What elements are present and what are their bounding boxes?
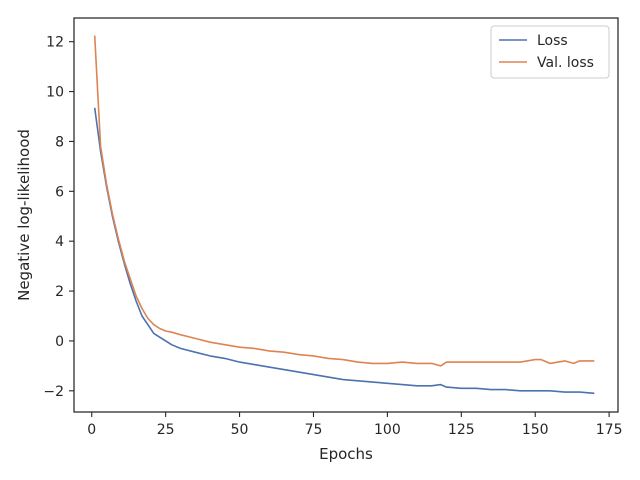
series-line-val-loss bbox=[93, 35, 595, 367]
x-tick-label: 175 bbox=[596, 422, 623, 438]
y-tick-label: 4 bbox=[55, 234, 64, 250]
x-tick-label: 100 bbox=[374, 422, 401, 438]
series-line-loss bbox=[93, 107, 595, 395]
legend-label-loss: Loss bbox=[537, 33, 568, 49]
x-tick-label: 0 bbox=[87, 422, 96, 438]
legend-label-val-loss: Val. loss bbox=[537, 55, 594, 71]
x-tick-label: 25 bbox=[157, 422, 175, 438]
plot-frame bbox=[73, 17, 619, 413]
x-axis-ticks: 0 25 50 75 100 125 150 175 bbox=[87, 412, 622, 438]
y-tick-label: 0 bbox=[55, 334, 64, 350]
x-axis-label: Epochs bbox=[319, 445, 373, 463]
x-tick-label: 75 bbox=[305, 422, 323, 438]
y-axis-ticks: −2 0 2 4 6 8 10 12 bbox=[43, 35, 74, 400]
y-tick-label: 10 bbox=[46, 85, 64, 101]
legend: Loss Val. loss bbox=[490, 25, 610, 79]
x-tick-label: 50 bbox=[231, 422, 249, 438]
y-tick-label: 2 bbox=[55, 284, 64, 300]
y-tick-label: 6 bbox=[55, 184, 64, 200]
x-tick-label: 150 bbox=[522, 422, 549, 438]
x-tick-label: 125 bbox=[448, 422, 475, 438]
plot-area bbox=[93, 35, 595, 395]
y-tick-label: 8 bbox=[55, 134, 64, 150]
y-axis-label: Negative log-likelihood bbox=[15, 129, 33, 301]
y-tick-label: −2 bbox=[43, 384, 64, 400]
y-tick-label: 12 bbox=[46, 35, 64, 51]
legend-box bbox=[490, 25, 610, 79]
